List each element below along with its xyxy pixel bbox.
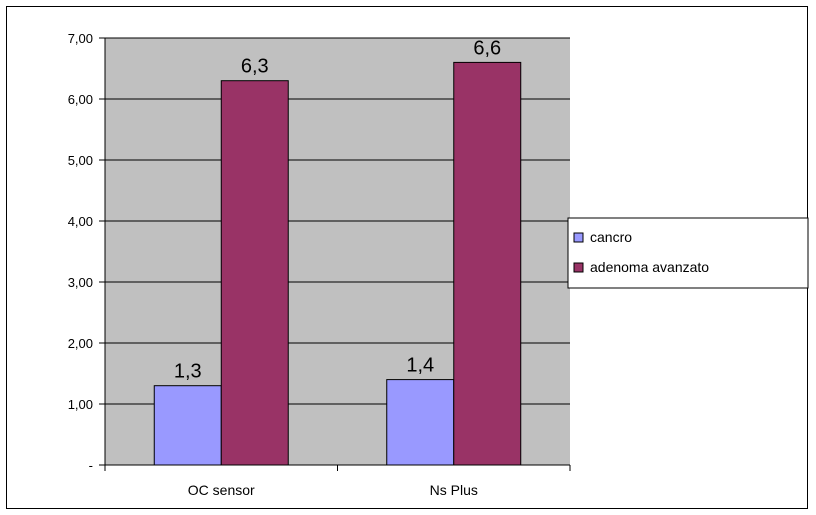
x-category-label: OC sensor bbox=[188, 482, 255, 498]
y-axis-ticks: - 1,00 2,00 3,00 4,00 5,00 6,00 7,00 bbox=[68, 31, 105, 473]
legend-swatch bbox=[573, 232, 584, 243]
legend-label: adenoma avanzato bbox=[590, 259, 709, 275]
data-label: 6,6 bbox=[473, 37, 501, 59]
legend: cancro adenoma avanzato bbox=[567, 217, 809, 289]
y-tick-label: 1,00 bbox=[68, 397, 93, 412]
y-tick-label: 7,00 bbox=[68, 31, 93, 46]
y-tick-label: 4,00 bbox=[68, 214, 93, 229]
y-tick-label: 3,00 bbox=[68, 275, 93, 290]
bar-cancro bbox=[153, 385, 222, 466]
bar-adenoma-avanzato bbox=[453, 61, 522, 466]
x-axis-ticks: OC sensor Ns Plus bbox=[104, 465, 571, 498]
y-tick-label: - bbox=[89, 458, 93, 473]
bar-adenoma-avanzato bbox=[220, 80, 289, 466]
legend-swatch bbox=[573, 262, 584, 273]
bar-cancro bbox=[386, 379, 455, 466]
legend-label: cancro bbox=[590, 229, 632, 245]
data-label: 1,3 bbox=[174, 361, 202, 383]
y-tick-label: 5,00 bbox=[68, 153, 93, 168]
y-tick-label: 2,00 bbox=[68, 336, 93, 351]
y-tick-label: 6,00 bbox=[68, 92, 93, 107]
data-labels: 1,3 6,3 1,4 6,6 bbox=[174, 37, 501, 382]
data-label: 6,3 bbox=[241, 56, 269, 78]
legend-box bbox=[567, 217, 809, 289]
data-label: 1,4 bbox=[406, 355, 434, 377]
x-category-label: Ns Plus bbox=[430, 482, 478, 498]
